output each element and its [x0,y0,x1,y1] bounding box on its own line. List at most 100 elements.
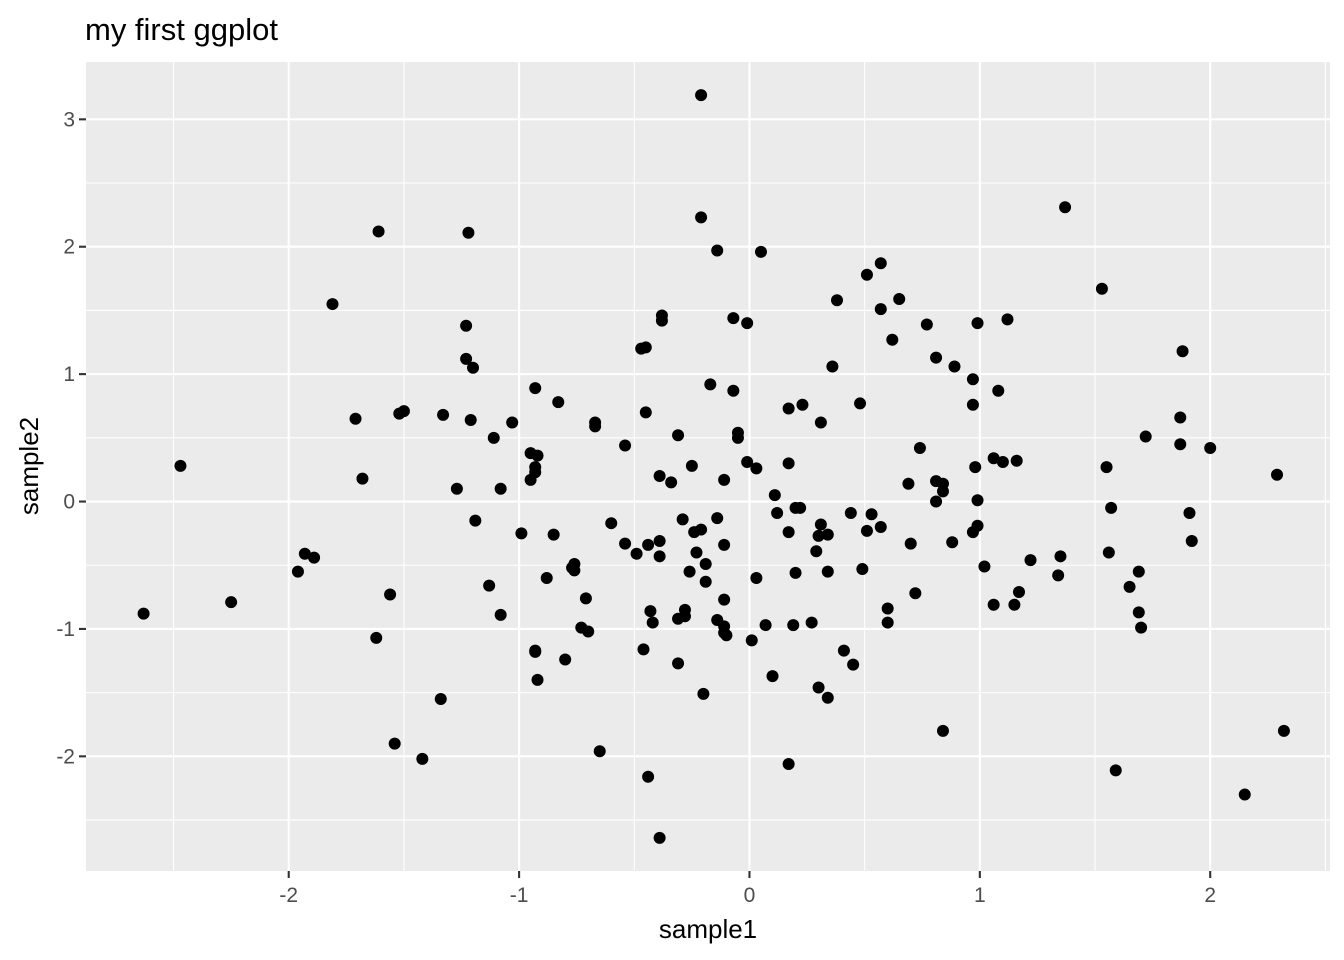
data-point [639,406,652,419]
data-point [630,547,643,560]
data-point [1013,585,1025,598]
data-point [524,473,537,486]
data-point [856,563,869,576]
data-point [805,616,818,629]
data-point [711,244,724,257]
data-point [782,457,795,470]
data-point [796,398,809,411]
data-point [1109,764,1122,777]
data-point [672,429,685,442]
data-point [644,605,657,618]
data-point [1008,598,1021,611]
data-point [718,593,731,606]
axes: -2 -1 0 1 2 -2 -1 0 1 2 3 [56,108,1216,907]
data-point [690,546,703,559]
data-point [494,482,507,495]
data-point [515,527,528,540]
data-point [416,752,429,765]
data-point [718,473,731,486]
data-point [727,312,740,325]
data-point [460,352,473,365]
data-point [1271,468,1284,481]
data-point [676,513,689,526]
data-point [464,413,477,426]
data-point [750,571,763,584]
data-point [860,268,873,281]
y-tick-label: -2 [56,745,75,768]
data-point [854,397,867,410]
data-point [860,524,873,537]
data-point [821,528,834,541]
data-point [559,653,572,666]
y-tick-label: 1 [63,363,75,386]
data-point [552,396,565,409]
data-point [874,303,887,316]
data-point [683,565,696,578]
data-point [794,501,807,514]
data-point [771,507,784,520]
data-point [865,508,878,521]
data-point [349,412,362,425]
data-point [1238,788,1251,801]
data-point [844,507,857,520]
data-point [1102,546,1115,559]
data-point [384,588,397,601]
data-point [1100,461,1113,474]
data-point [1183,507,1196,520]
data-point [782,757,795,770]
data-point [460,319,473,332]
data-point [665,476,678,489]
data-point [718,538,731,551]
data-point [787,619,800,632]
data-point [642,538,655,551]
data-point [750,462,763,475]
data-point [695,523,708,536]
data-point [298,547,311,560]
data-point [946,536,959,549]
data-point [579,592,592,605]
data-point [711,512,724,525]
data-point [529,644,542,657]
data-point [685,459,698,472]
data-point [699,557,712,570]
data-point [1174,438,1187,451]
data-point [469,514,482,527]
data-point [653,535,666,548]
data-point [1054,550,1067,563]
chart-title: my first ggplot [85,12,278,47]
data-point [1176,345,1189,358]
data-point [672,657,685,670]
data-point [568,564,581,577]
data-point [437,408,450,421]
data-point [540,571,553,584]
data-point [1135,621,1148,634]
data-point [1139,430,1152,443]
data-point [291,565,304,578]
data-point [810,545,823,558]
data-point [930,495,943,508]
data-point [741,317,754,330]
data-point [727,384,740,397]
data-point [529,382,542,395]
data-point [768,489,781,502]
data-point [704,378,717,391]
data-point [814,518,827,531]
data-point [966,526,979,539]
x-tick-label: -2 [279,884,298,907]
data-point [655,314,668,327]
data-point [789,566,802,579]
data-point [646,616,659,629]
data-point [494,608,507,621]
data-point [593,745,606,758]
data-point [1277,724,1290,737]
x-axis-title: sample1 [659,914,757,944]
y-tick-label: -1 [56,618,75,641]
data-point [1185,535,1198,548]
data-point [653,550,666,563]
y-axis-title: sample2 [14,417,44,515]
data-point [782,402,795,415]
data-point [1024,554,1037,567]
data-point [1123,580,1136,593]
data-point [821,565,834,578]
data-point [637,643,650,656]
